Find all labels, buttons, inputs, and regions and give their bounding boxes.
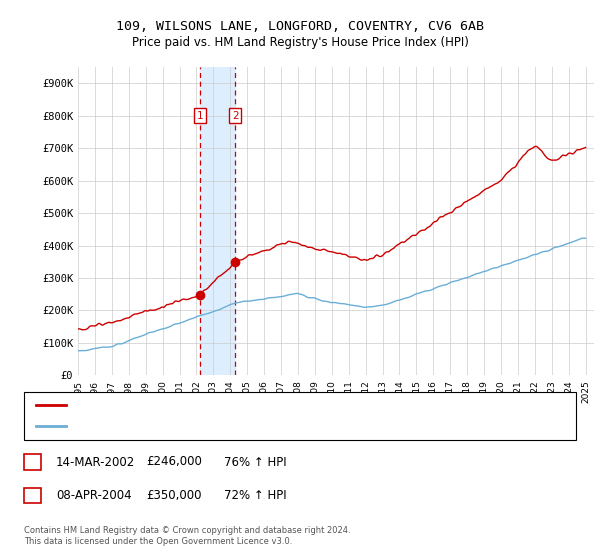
- Text: Contains HM Land Registry data © Crown copyright and database right 2024.
This d: Contains HM Land Registry data © Crown c…: [24, 526, 350, 546]
- Text: 72% ↑ HPI: 72% ↑ HPI: [224, 489, 286, 502]
- Text: 109, WILSONS LANE, LONGFORD, COVENTRY, CV6 6AB: 109, WILSONS LANE, LONGFORD, COVENTRY, C…: [116, 20, 484, 32]
- Text: HPI: Average price, detached house, Coventry: HPI: Average price, detached house, Cove…: [75, 421, 300, 431]
- Text: 1: 1: [29, 455, 36, 469]
- Text: 14-MAR-2002: 14-MAR-2002: [56, 455, 135, 469]
- Text: Price paid vs. HM Land Registry's House Price Index (HPI): Price paid vs. HM Land Registry's House …: [131, 36, 469, 49]
- Text: 08-APR-2004: 08-APR-2004: [56, 489, 131, 502]
- Text: 2: 2: [29, 489, 36, 502]
- Text: £246,000: £246,000: [146, 455, 202, 469]
- Text: 1: 1: [196, 111, 203, 121]
- Text: 109, WILSONS LANE, LONGFORD, COVENTRY, CV6 6AB (detached house): 109, WILSONS LANE, LONGFORD, COVENTRY, C…: [75, 400, 431, 410]
- Bar: [200, 67, 235, 375]
- Text: 2: 2: [232, 111, 239, 121]
- Text: 76% ↑ HPI: 76% ↑ HPI: [224, 455, 286, 469]
- Text: £350,000: £350,000: [146, 489, 202, 502]
